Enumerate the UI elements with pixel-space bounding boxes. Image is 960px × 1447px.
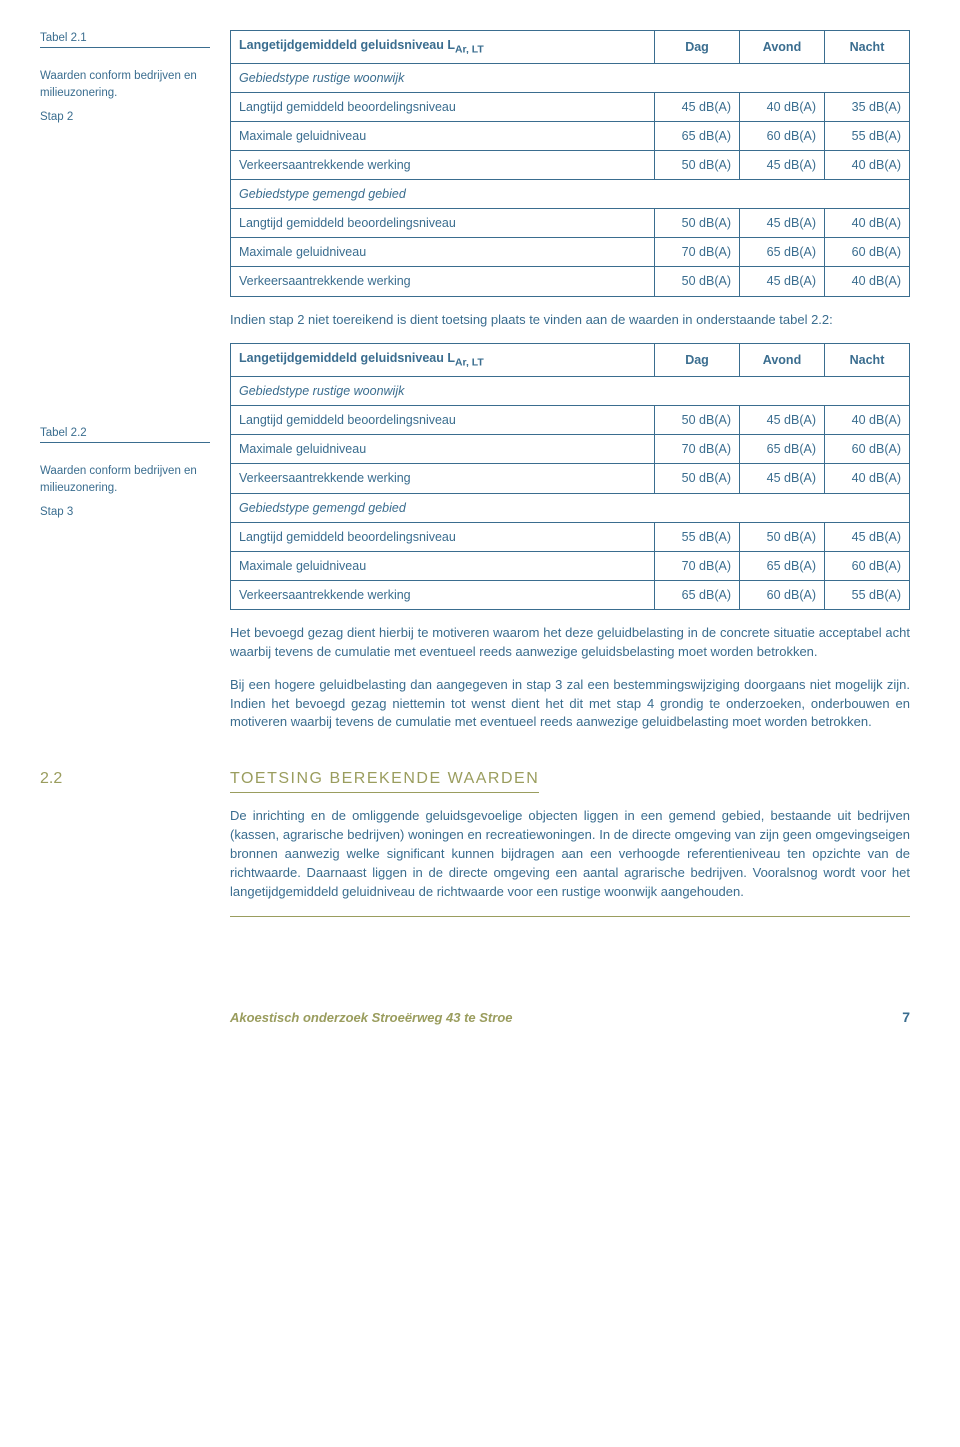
table-row: Verkeersaantrekkende werking50 dB(A)45 d… [231,464,910,493]
main-content-2: Langetijdgemiddeld geluidsniveau LAr, LT… [230,343,910,901]
sidebar-tabel-2-1: Tabel 2.1 [40,30,210,48]
caption-2-1-a: Waarden conform bedrijven en milieuzoner… [40,68,210,101]
col-dag-2: Dag [655,344,740,377]
paragraph-1: Indien stap 2 niet toereikend is dient t… [230,311,910,330]
col-dag: Dag [655,31,740,64]
footer-rule [230,916,910,917]
header-label-text-2: Langetijdgemiddeld geluidsniveau L [239,351,455,365]
col-nacht: Nacht [825,31,910,64]
section-2-2-heading: 2.2 TOETSING BEREKENDE WAARDEN [40,767,910,793]
page-footer: Akoestisch onderzoek Stroeërweg 43 te St… [230,1007,910,1028]
col-avond: Avond [740,31,825,64]
section-b-head-2: Gebiedstype gemengd gebied [231,493,910,522]
table-2-1-title: Tabel 2.1 [40,30,210,48]
table-row: Verkeersaantrekkende werking65 dB(A)60 d… [231,580,910,609]
header-label-text: Langetijdgemiddeld geluidsniveau L [239,38,455,52]
table-row: Maximale geluidniveau65 dB(A)60 dB(A)55 … [231,121,910,150]
table-row: Maximale geluidniveau70 dB(A)65 dB(A)60 … [231,551,910,580]
paragraph-3: Bij een hogere geluidbelasting dan aange… [230,676,910,733]
table-row: Langtijd gemiddeld beoordelingsniveau45 … [231,92,910,121]
section-a-head: Gebiedstype rustige woonwijk [231,63,910,92]
main-content: Langetijdgemiddeld geluidsniveau LAr, LT… [230,30,910,329]
table-row: Maximale geluidniveau70 dB(A)65 dB(A)60 … [231,435,910,464]
sidebar-caption-2-1: Waarden conform bedrijven en milieuzoner… [40,60,210,126]
sidebar-caption-2-2: Waarden conform bedrijven en milieuzoner… [40,455,210,521]
header-label-sub: Ar, LT [455,45,484,56]
table-2-2-title: Tabel 2.2 [40,425,210,443]
table-row: Verkeersaantrekkende werking50 dB(A)45 d… [231,267,910,296]
table-row: Maximale geluidniveau70 dB(A)65 dB(A)60 … [231,238,910,267]
table-2-1: Langetijdgemiddeld geluidsniveau LAr, LT… [230,30,910,297]
footer-title: Akoestisch onderzoek Stroeërweg 43 te St… [230,1009,512,1028]
sidebar-tabel-2-2: Tabel 2.2 [40,425,210,443]
table-2-1-header-label: Langetijdgemiddeld geluidsniveau LAr, LT [231,31,655,64]
section-number: 2.2 [40,767,230,790]
col-nacht-2: Nacht [825,344,910,377]
footer-page-number: 7 [902,1007,910,1027]
caption-2-1-b: Stap 2 [40,109,210,126]
section-title: TOETSING BEREKENDE WAARDEN [230,767,539,793]
section-b-head: Gebiedstype gemengd gebied [231,180,910,209]
header-label-sub-2: Ar, LT [455,358,484,369]
table-2-2: Langetijdgemiddeld geluidsniveau LAr, LT… [230,343,910,610]
paragraph-4: De inrichting en de omliggende geluidsge… [230,807,910,901]
section-a-head-2: Gebiedstype rustige woonwijk [231,377,910,406]
table-row: Langtijd gemiddeld beoordelingsniveau55 … [231,522,910,551]
table-row: Langtijd gemiddeld beoordelingsniveau50 … [231,209,910,238]
col-avond-2: Avond [740,344,825,377]
caption-2-2-a: Waarden conform bedrijven en milieuzoner… [40,463,210,496]
paragraph-2: Het bevoegd gezag dient hierbij te motiv… [230,624,910,662]
table-row: Langtijd gemiddeld beoordelingsniveau50 … [231,406,910,435]
table-row: Verkeersaantrekkende werking50 dB(A)45 d… [231,150,910,179]
caption-2-2-b: Stap 3 [40,504,210,521]
page: Tabel 2.1 Waarden conform bedrijven en m… [40,30,910,1028]
table-2-2-header-label: Langetijdgemiddeld geluidsniveau LAr, LT [231,344,655,377]
